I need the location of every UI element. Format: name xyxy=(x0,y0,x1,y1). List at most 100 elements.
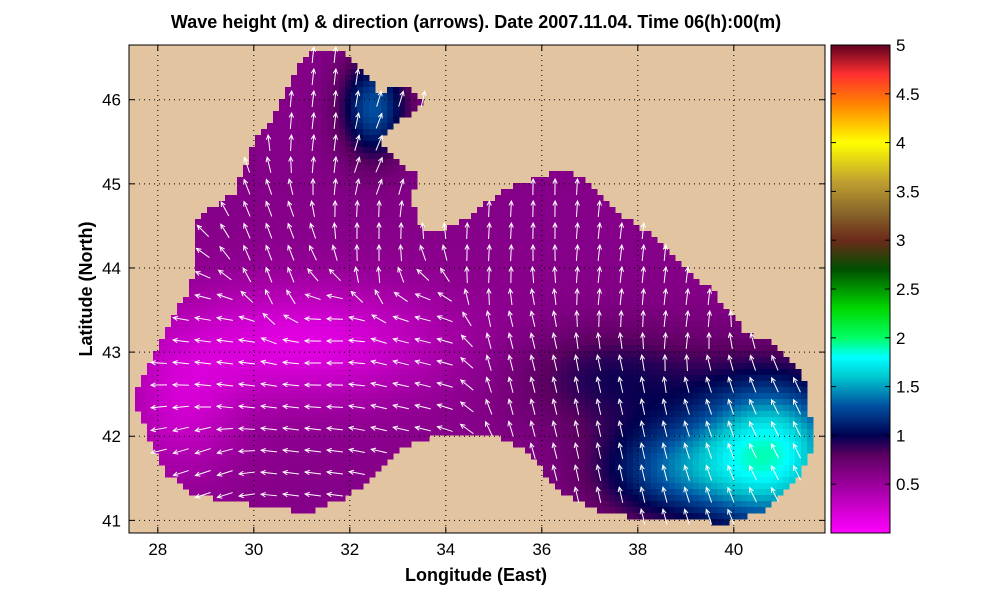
wave-height-cell xyxy=(483,285,490,292)
wave-height-cell xyxy=(735,375,742,382)
wave-height-cell xyxy=(741,357,748,364)
wave-height-cell xyxy=(429,297,436,304)
wave-height-cell xyxy=(285,111,292,118)
wave-height-cell xyxy=(441,339,448,346)
wave-height-cell xyxy=(387,87,394,94)
wave-height-cell xyxy=(303,63,310,70)
wave-height-cell xyxy=(369,183,376,190)
wave-height-cell xyxy=(351,111,358,118)
wave-height-cell xyxy=(225,315,232,322)
wave-height-cell xyxy=(357,483,364,490)
wave-height-cell xyxy=(717,345,724,352)
wave-height-cell xyxy=(309,261,316,268)
wave-height-cell xyxy=(501,411,508,418)
wave-height-cell xyxy=(417,249,424,256)
wave-height-cell xyxy=(411,249,418,256)
wave-height-cell xyxy=(237,195,244,202)
wave-height-cell xyxy=(363,189,370,196)
wave-height-cell xyxy=(483,213,490,220)
wave-height-cell xyxy=(513,267,520,274)
wave-height-cell xyxy=(399,327,406,334)
wave-height-cell xyxy=(549,471,556,478)
wave-height-cell xyxy=(471,243,478,250)
wave-height-cell xyxy=(201,273,208,280)
wave-height-cell xyxy=(699,447,706,454)
wave-height-cell xyxy=(765,483,772,490)
wave-height-cell xyxy=(351,285,358,292)
wave-height-cell xyxy=(261,171,268,178)
wave-height-cell xyxy=(249,159,256,166)
wave-height-cell xyxy=(405,231,412,238)
wave-height-cell xyxy=(225,411,232,418)
wave-height-cell xyxy=(399,273,406,280)
wave-height-cell xyxy=(243,291,250,298)
wave-height-cell xyxy=(711,291,718,298)
wave-height-cell xyxy=(363,339,370,346)
wave-height-cell xyxy=(195,327,202,334)
wave-height-cell xyxy=(285,135,292,142)
wave-height-cell xyxy=(543,429,550,436)
wave-height-cell xyxy=(405,387,412,394)
wave-height-cell xyxy=(651,369,658,376)
wave-height-cell xyxy=(651,357,658,364)
wave-height-cell xyxy=(615,423,622,430)
wave-height-cell xyxy=(315,483,322,490)
wave-height-cell xyxy=(369,297,376,304)
wave-height-cell xyxy=(405,207,412,214)
wave-height-cell xyxy=(597,279,604,286)
wave-height-cell xyxy=(327,309,334,316)
wave-height-cell xyxy=(429,333,436,340)
wave-height-cell xyxy=(297,147,304,154)
wave-height-cell xyxy=(579,183,586,190)
wave-height-cell xyxy=(177,357,184,364)
wave-height-cell xyxy=(561,291,568,298)
wave-height-cell xyxy=(393,303,400,310)
wave-height-cell xyxy=(687,471,694,478)
wave-height-cell xyxy=(519,231,526,238)
wave-height-cell xyxy=(303,153,310,160)
wave-height-cell xyxy=(339,117,346,124)
wave-height-cell xyxy=(279,327,286,334)
wave-height-cell xyxy=(645,369,652,376)
wave-height-cell xyxy=(369,417,376,424)
wave-height-cell xyxy=(723,459,730,466)
wave-height-cell xyxy=(321,345,328,352)
wave-height-cell xyxy=(711,369,718,376)
wave-height-cell xyxy=(585,453,592,460)
wave-height-cell xyxy=(291,399,298,406)
wave-height-cell xyxy=(387,243,394,250)
wave-height-cell xyxy=(693,345,700,352)
wave-height-cell xyxy=(363,423,370,430)
wave-height-cell xyxy=(201,459,208,466)
wave-height-cell xyxy=(351,147,358,154)
wave-height-cell xyxy=(303,393,310,400)
wave-height-cell xyxy=(519,429,526,436)
wave-height-cell xyxy=(237,345,244,352)
wave-height-cell xyxy=(657,357,664,364)
wave-height-cell xyxy=(177,315,184,322)
wave-height-cell xyxy=(675,303,682,310)
wave-height-cell xyxy=(387,231,394,238)
wave-height-cell xyxy=(255,273,262,280)
wave-height-cell xyxy=(279,225,286,232)
wave-height-cell xyxy=(747,369,754,376)
wave-height-cell xyxy=(153,387,160,394)
wave-height-cell xyxy=(603,423,610,430)
wave-height-cell xyxy=(363,453,370,460)
wave-height-cell xyxy=(789,429,796,436)
wave-height-cell xyxy=(711,333,718,340)
wave-height-cell xyxy=(459,237,466,244)
wave-height-cell xyxy=(699,327,706,334)
wave-height-cell xyxy=(561,321,568,328)
wave-height-cell xyxy=(777,465,784,472)
wave-height-cell xyxy=(369,351,376,358)
wave-height-cell xyxy=(711,477,718,484)
wave-height-cell xyxy=(567,237,574,244)
wave-height-cell xyxy=(627,339,634,346)
wave-height-cell xyxy=(627,279,634,286)
wave-height-cell xyxy=(417,237,424,244)
wave-height-cell xyxy=(411,219,418,226)
wave-height-cell xyxy=(387,315,394,322)
wave-height-cell xyxy=(537,183,544,190)
wave-height-cell xyxy=(249,393,256,400)
